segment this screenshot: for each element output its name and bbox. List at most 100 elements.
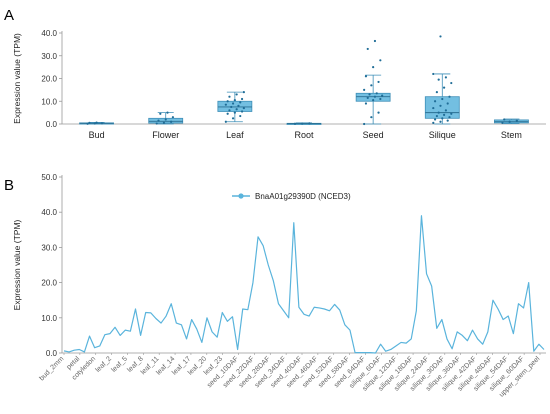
box-point [242,106,245,110]
box-point [239,101,242,104]
box-point [450,112,453,115]
box-point [377,111,380,114]
box-point [373,39,377,43]
panel-b-y-tick-label: 0.0 [46,349,58,358]
box-point [88,121,91,124]
box-point [224,103,227,106]
box-point [171,116,175,119]
box-point [235,108,238,111]
box-point [233,99,236,102]
box-point [228,95,231,98]
box-point [370,84,373,87]
panel-a-axes: 0.0 10.0 20.0 30.0 40.0 [41,29,546,129]
box-point [93,122,96,125]
box-point [508,120,511,123]
box-point [166,111,169,114]
box-point [444,109,447,112]
box-point [379,59,382,62]
box-point [368,93,371,96]
panel-a-y-tick-label: 20.0 [41,75,57,84]
box-point [372,66,375,69]
box-point [293,122,297,125]
box-point [170,120,173,123]
box-point [375,92,378,95]
box-point [379,97,382,101]
box-point [441,97,444,101]
panel-a-y-tick-label: 30.0 [41,52,57,61]
panel-a-category-label: Root [294,130,314,140]
box [217,100,253,112]
box-point [100,122,104,125]
box-point [159,112,162,115]
box-point [366,96,369,99]
box [355,92,391,102]
box-point [240,97,244,101]
box-point [226,100,229,103]
box-point [381,94,384,97]
box-point [228,109,231,112]
panel-b-y-tick-label: 50.0 [41,173,57,182]
box-point [501,121,504,124]
box-point [432,72,435,76]
box-point [448,95,451,98]
box-point [239,114,242,118]
box-point [301,122,304,125]
panel-b-y-tick-label: 30.0 [41,243,57,252]
box-point [439,35,442,38]
box-point [366,47,369,51]
box-point [435,114,438,118]
box-point [450,81,453,85]
box-point [442,86,446,89]
box-point [437,78,440,81]
box-point [226,112,229,115]
box-point [444,76,447,79]
box-point [503,118,506,121]
box-chart: Expression value (TPM) 0.0 10.0 20.0 30.0 40… [12,29,546,140]
panel-b-plot [63,215,545,354]
panel-a-category-label: Flower [152,130,179,140]
panel-a-y-axis-title: Expression value (TPM) [12,33,22,124]
legend-entry-label: BnaA01g29390D (NCED3) [255,192,351,201]
panel-a-y-tick-label: 0.0 [46,120,58,129]
box-point [308,122,311,125]
series-line-nced3 [63,215,545,354]
box-point [446,119,449,122]
panel-b-x-tick-label: leaf_2 [95,355,114,374]
box-point [363,122,366,126]
box [148,117,184,124]
box-point [86,122,89,125]
box-point [437,111,440,114]
box-point [224,120,227,123]
box-point [377,80,380,84]
panel-b-y-tick-label: 20.0 [41,279,57,288]
panel-b-x-tick-label: bud_2mm [38,355,65,382]
box-point [370,116,373,119]
box-point [242,91,245,94]
box-point [240,110,244,113]
panel-b-x-tick-label: leaf_5 [110,355,129,374]
box-point [364,102,368,105]
box-point [231,102,235,105]
panel-a-category-label: Seed [363,130,384,140]
box-point [442,113,446,116]
box-point [432,121,435,124]
panel-a-category-label: Stem [501,130,522,140]
panel-a-y-tick-label: 10.0 [41,97,57,106]
box-point [231,117,235,120]
box-point [439,104,442,107]
box-point [433,118,437,121]
box-point [432,106,435,110]
legend-swatch-marker [238,193,244,199]
box-point [363,88,366,91]
panel-a-y-tick-label: 40.0 [41,29,57,38]
panel-b-y-axis-title: Expression value (TPM) [12,219,22,310]
box-point [230,105,233,109]
box-point [441,117,444,120]
box-point [164,118,167,121]
box-point [435,91,438,94]
box-point [157,119,160,122]
panel-b-legend: BnaA01g29390D (NCED3) [232,192,351,201]
box-point [95,121,98,124]
